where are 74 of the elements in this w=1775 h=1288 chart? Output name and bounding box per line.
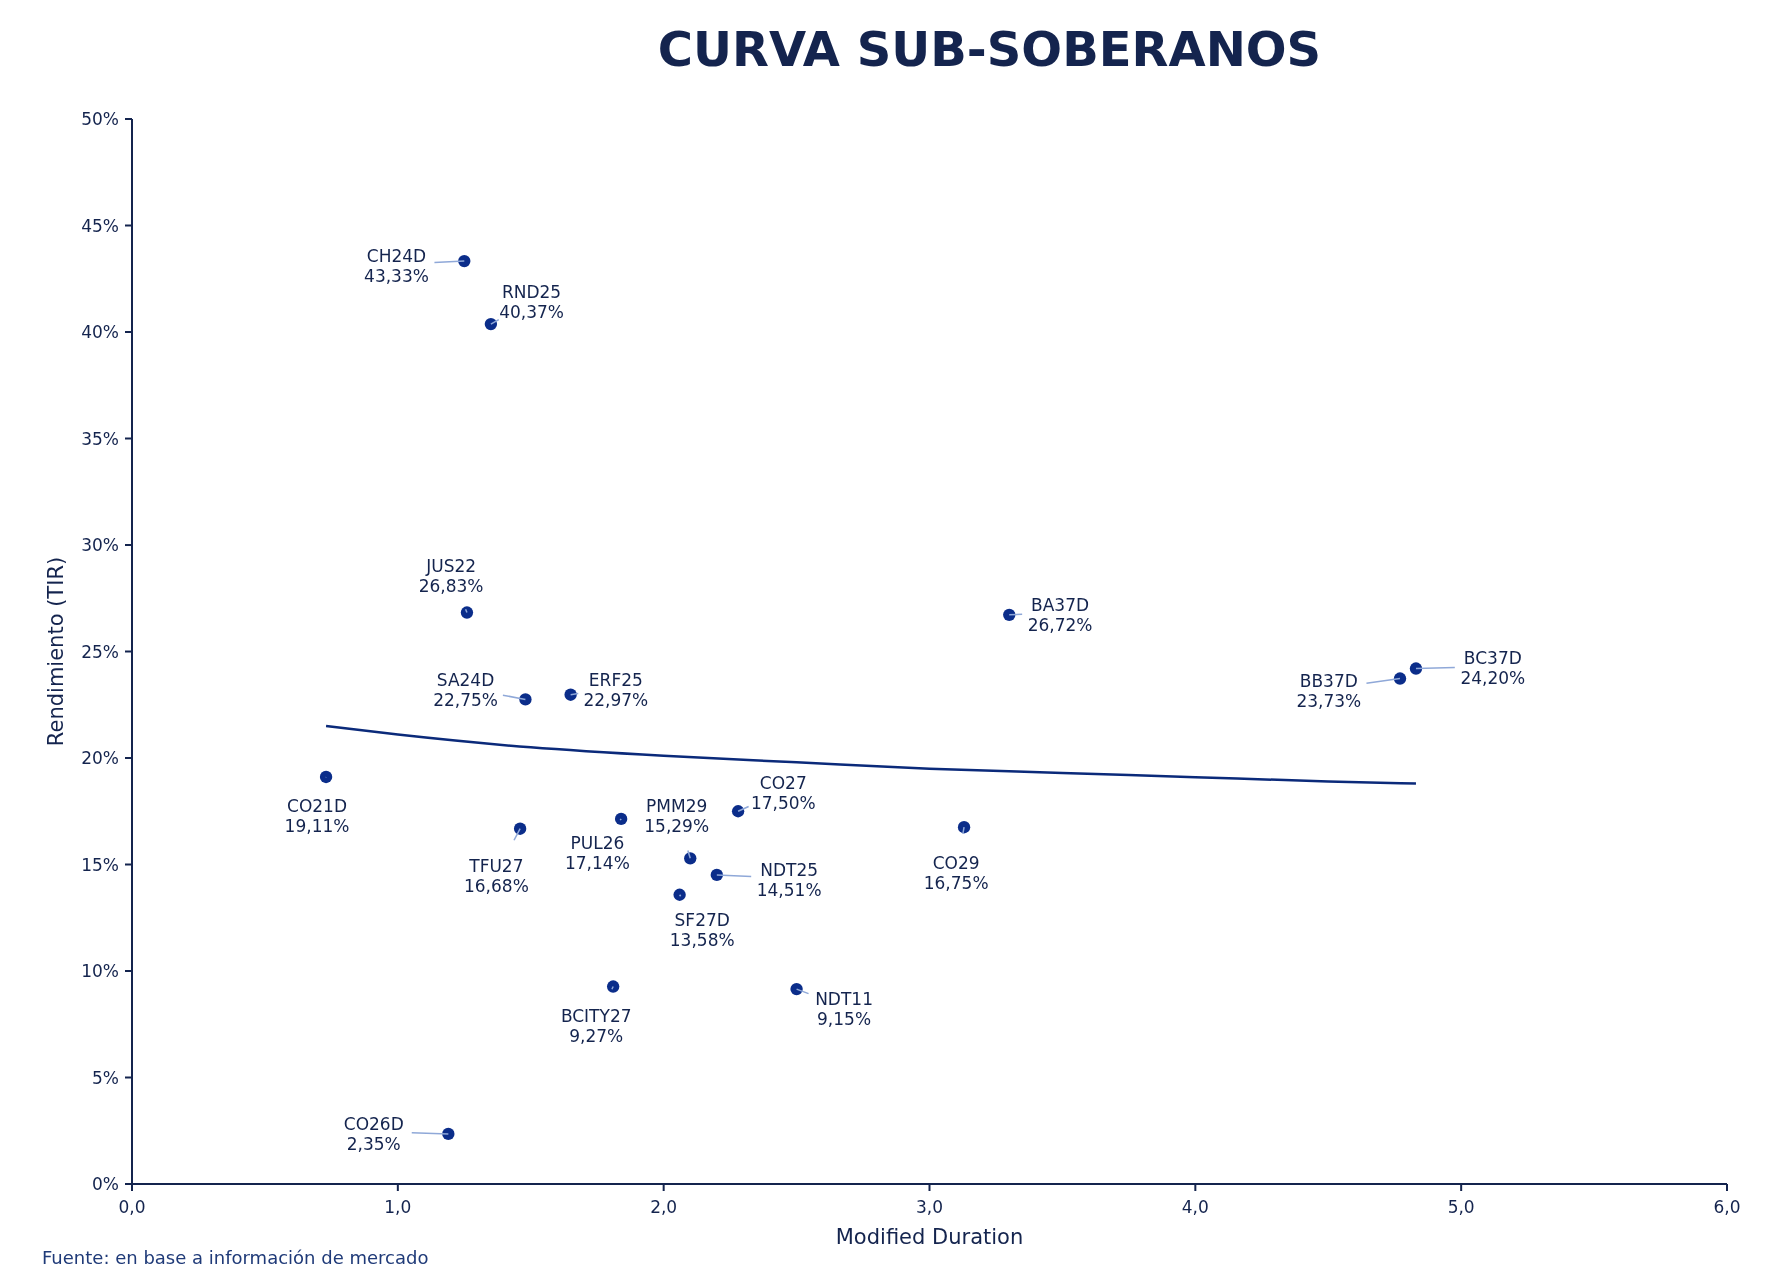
x-axis-title: Modified Duration: [835, 1225, 1024, 1249]
point: [319, 770, 333, 784]
data-label: 14,51%: [756, 880, 822, 901]
y-tick-label: 0%: [92, 1174, 119, 1194]
y-tick-label: 35%: [81, 428, 119, 449]
data-label: 9,27%: [569, 1025, 624, 1046]
annotation: SF27D: [674, 909, 730, 930]
point: [957, 821, 971, 834]
data-label: 15,29%: [644, 816, 710, 837]
point: [673, 888, 686, 901]
data-label: 16,68%: [463, 875, 529, 896]
x-tick-label: 1,0: [384, 1197, 412, 1217]
data-label: 40,37%: [499, 302, 564, 323]
annotation: RND25: [501, 282, 562, 303]
annotation: PMM29: [646, 796, 708, 817]
data-label: 26,72%: [1027, 614, 1093, 635]
data-label: 13,58%: [669, 929, 735, 950]
annotation: ERF25: [588, 669, 643, 690]
y-tick-label: 50%: [81, 109, 119, 129]
point: [458, 254, 471, 268]
point: [460, 606, 474, 619]
annotation: TFU27: [468, 855, 524, 876]
data-label: 23,73%: [1296, 690, 1362, 711]
annotation: BB37D: [1299, 670, 1358, 691]
y-tick-label: 25%: [81, 641, 119, 662]
y-tick-label: 5%: [92, 1067, 119, 1088]
annotation: CO29: [932, 853, 980, 874]
annotation: CO27: [759, 772, 807, 793]
data-label: 17,14%: [564, 852, 630, 873]
y-tick-label: 10%: [81, 961, 119, 981]
data-label: 22,97%: [583, 689, 649, 710]
annotation: CO21D: [287, 796, 348, 817]
y-axis-title: Rendimiento (TIR): [44, 556, 68, 747]
y-tick-label: 30%: [81, 535, 119, 555]
data-label: 17,50%: [750, 792, 816, 813]
point: [564, 688, 577, 701]
annotation: CO26D: [343, 1113, 404, 1134]
data-label: 24,20%: [1460, 668, 1526, 689]
point: [606, 980, 620, 993]
data-label: 16,75%: [923, 873, 989, 894]
y-tick-label: 40%: [81, 322, 119, 342]
data-label: 22,75%: [433, 690, 498, 711]
y-tick-label: 20%: [81, 748, 119, 768]
x-tick-label: 2,0: [650, 1197, 678, 1217]
point: [513, 822, 527, 835]
point: [519, 693, 532, 706]
data-label: 9,15%: [817, 1009, 872, 1030]
x-tick-label: 6,0: [1713, 1197, 1741, 1217]
annotation: BA37D: [1031, 594, 1090, 615]
data-label: 26,83%: [418, 576, 484, 597]
annotation: BC37D: [1463, 648, 1522, 669]
x-tick-label: 3,0: [915, 1197, 944, 1217]
annotation: BCITY27: [560, 1005, 632, 1026]
point: [484, 317, 498, 331]
data-label: 19,11%: [284, 816, 350, 837]
point: [614, 812, 628, 826]
y-tick-label: 15%: [81, 854, 119, 875]
point: [1409, 662, 1423, 675]
annotation: NDT25: [760, 860, 819, 881]
annotation: NDT11: [815, 989, 873, 1010]
annotation: SA24D: [436, 670, 495, 691]
y-tick-label: 45%: [81, 215, 119, 236]
x-tick-label: 5,0: [1447, 1197, 1475, 1217]
annotation: JUS22: [425, 556, 477, 577]
chart-title: CURVA SUB-SOBERANOS: [657, 21, 1322, 77]
point: [1003, 608, 1016, 622]
x-tick-label: 4,0: [1181, 1197, 1209, 1217]
point: [684, 852, 697, 865]
annotation: PUL26: [570, 832, 625, 853]
source-note: Fuente: en base a información de mercado: [42, 1247, 429, 1268]
data-label: 2,35%: [346, 1133, 401, 1154]
data-label: 43,33%: [364, 266, 429, 287]
annotation: CH24D: [366, 246, 427, 267]
x-tick-label: 0,0: [118, 1197, 146, 1217]
